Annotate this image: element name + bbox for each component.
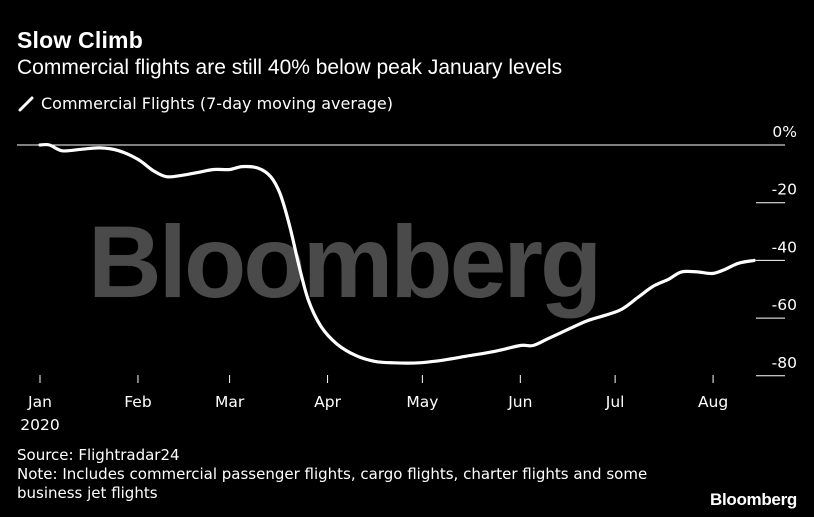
x-tick-label: Aug [698, 393, 728, 411]
series-line-commercial-flights [38, 142, 756, 365]
x-tick-label: May [406, 393, 438, 411]
y-tick-label: -20 [772, 181, 797, 199]
series-layer [38, 142, 756, 365]
y-tick-label: -60 [772, 296, 797, 314]
watermark-layer: Bloomberg [88, 205, 602, 319]
y-tick-label: -80 [772, 354, 797, 372]
x-tick-label: Jun [507, 393, 532, 411]
source-note: Source: Flightradar24 [17, 446, 180, 464]
chart-subtitle: Commercial flights are still 40% below p… [17, 56, 563, 79]
x-tick-label: Jul [605, 393, 625, 411]
x-tick-label: Jan [27, 393, 52, 411]
y-tick-label: -40 [772, 238, 797, 256]
x-tick-year-label: 2020 [20, 416, 59, 434]
legend-label: Commercial Flights (7-day moving average… [41, 94, 393, 113]
x-tick-label: Mar [215, 393, 245, 411]
axes-layer: 0% -20 -40 -60 -80 Jan 2020 Feb Mar Apr May Jun Jul A… [17, 123, 797, 434]
bloomberg-watermark: Bloomberg [88, 205, 599, 319]
chart-title: Slow Climb [17, 27, 143, 53]
legend-line-swatch-icon [18, 96, 34, 111]
x-tick-label: Apr [314, 393, 341, 411]
y-tick-label: 0% [772, 123, 797, 141]
footnote: Note: Includes commercial passenger flig… [17, 465, 648, 502]
legend: Commercial Flights (7-day moving average… [17, 94, 393, 113]
x-tick-label: Feb [124, 393, 151, 411]
bloomberg-logo: Bloomberg [709, 490, 797, 509]
